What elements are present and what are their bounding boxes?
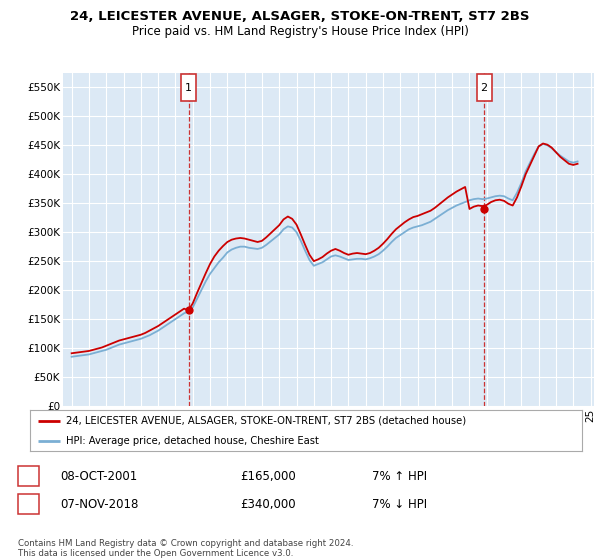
Text: 2: 2	[25, 498, 32, 511]
FancyBboxPatch shape	[477, 74, 491, 101]
Text: 07-NOV-2018: 07-NOV-2018	[60, 498, 139, 511]
Text: 2: 2	[481, 83, 488, 93]
Text: 24, LEICESTER AVENUE, ALSAGER, STOKE-ON-TRENT, ST7 2BS: 24, LEICESTER AVENUE, ALSAGER, STOKE-ON-…	[70, 10, 530, 23]
Text: 7% ↓ HPI: 7% ↓ HPI	[372, 498, 427, 511]
Text: 08-OCT-2001: 08-OCT-2001	[60, 470, 137, 483]
Text: Price paid vs. HM Land Registry's House Price Index (HPI): Price paid vs. HM Land Registry's House …	[131, 25, 469, 38]
Text: Contains HM Land Registry data © Crown copyright and database right 2024.
This d: Contains HM Land Registry data © Crown c…	[18, 539, 353, 558]
Text: 1: 1	[185, 83, 192, 93]
Text: 24, LEICESTER AVENUE, ALSAGER, STOKE-ON-TRENT, ST7 2BS (detached house): 24, LEICESTER AVENUE, ALSAGER, STOKE-ON-…	[66, 416, 466, 426]
Text: £165,000: £165,000	[240, 470, 296, 483]
Text: 7% ↑ HPI: 7% ↑ HPI	[372, 470, 427, 483]
FancyBboxPatch shape	[181, 74, 196, 101]
Text: HPI: Average price, detached house, Cheshire East: HPI: Average price, detached house, Ches…	[66, 436, 319, 446]
Text: £340,000: £340,000	[240, 498, 296, 511]
Text: 1: 1	[25, 470, 32, 483]
